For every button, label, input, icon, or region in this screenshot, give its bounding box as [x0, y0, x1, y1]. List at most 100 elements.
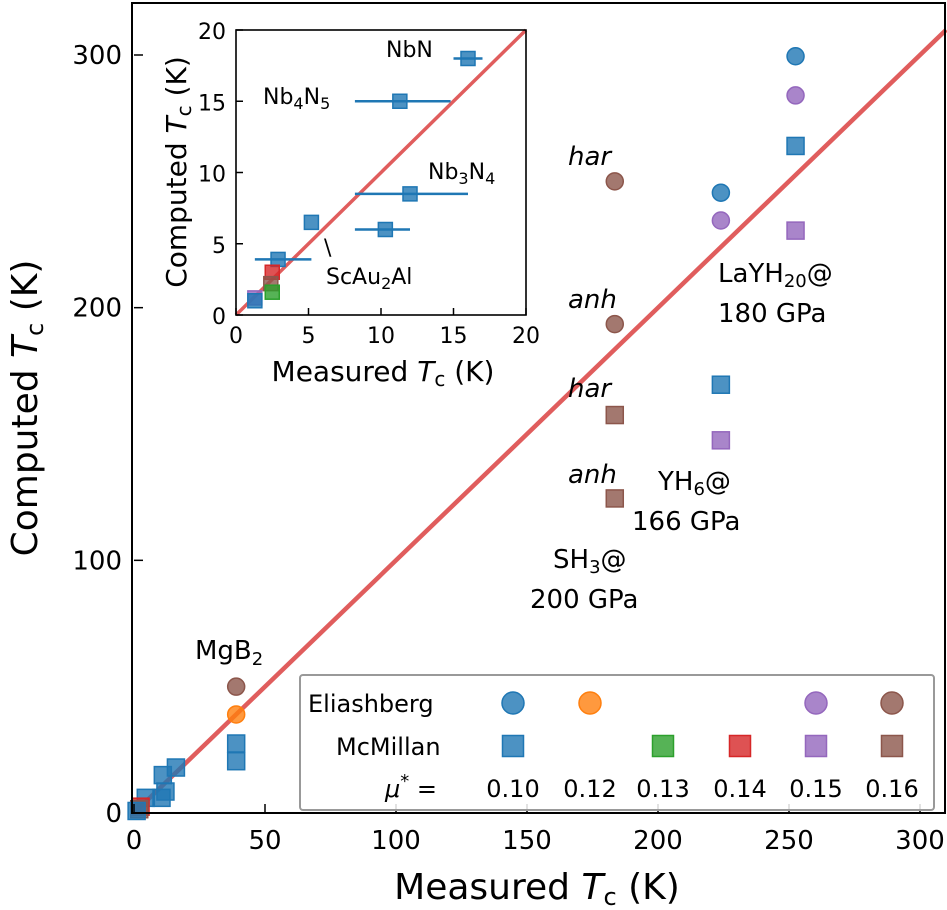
legend-mu-values: 0.10 0.12 0.13 0.14 0.15 0.16 — [486, 775, 918, 803]
annotation-har-circle: har — [568, 142, 613, 172]
main-data-point — [786, 221, 805, 240]
main-y-tick-label: 100 — [72, 546, 122, 576]
inset-annotation-scau2al-pointer: \ — [324, 236, 332, 261]
main-data-point — [152, 788, 171, 808]
inset-annotation-nb4n5: Nb4N5 — [263, 85, 330, 113]
inset-x-tick-label: 10 — [367, 324, 395, 349]
legend-mu-value: 0.15 — [789, 775, 842, 803]
inset-ticks: 0 5 10 15 20 0 5 10 15 20 — [198, 20, 540, 349]
inset-y-tick-label: 20 — [198, 20, 226, 45]
main-diagonal-line — [132, 28, 947, 815]
main-data-point — [605, 172, 625, 191]
main-data-point — [786, 86, 805, 105]
annotation-yh6: YH6@ — [657, 467, 731, 500]
main-data-point — [226, 677, 246, 696]
inset-x-tick-label: 0 — [229, 324, 243, 349]
inset-y-tick-label: 5 — [212, 234, 226, 259]
main-data-point — [605, 405, 625, 425]
main-x-tick-label: 0 — [126, 826, 143, 856]
inset-data-point — [303, 214, 320, 231]
legend-markers — [501, 691, 904, 758]
inset-y-tick-label: 10 — [198, 163, 226, 188]
legend-eliashberg-label: Eliashberg — [308, 690, 434, 718]
main-data-point — [786, 47, 805, 66]
legend-mu-value: 0.16 — [865, 775, 918, 803]
main-y-tick-label: 200 — [72, 294, 122, 324]
inset-data-point — [392, 93, 408, 109]
inset-annotation-nbn: NbN — [386, 38, 433, 63]
inset-x-tick-label: 5 — [302, 324, 316, 349]
main-data-point — [711, 375, 731, 394]
inset-y-tick-label: 0 — [212, 305, 226, 330]
legend: Eliashberg McMillan μ* = 0.10 0.12 0.13 0.1… — [299, 674, 935, 811]
main-x-tick-label: 250 — [764, 826, 814, 856]
main-x-tick-label: 100 — [371, 826, 421, 856]
inset-x-tick-label: 15 — [440, 324, 468, 349]
main-data-point — [605, 314, 625, 334]
main-data-point — [127, 801, 146, 821]
annotation-anh-circle: anh — [568, 285, 617, 315]
annotation-sh3: SH3@ — [553, 545, 627, 578]
legend-mcmillan-marker — [728, 734, 752, 758]
main-data-point — [226, 751, 246, 771]
main-x-tick-label: 200 — [633, 826, 683, 856]
annotation-layh20-pressure: 180 GPa — [718, 299, 826, 329]
legend-eliashberg-marker — [804, 691, 828, 715]
main-x-tick-label: 50 — [248, 826, 281, 856]
inset-annotation-nb3n4: Nb3N4 — [428, 160, 495, 188]
inset-y-axis-title: Computed Tc (K) — [160, 56, 196, 288]
main-data-point — [226, 705, 246, 724]
legend-mcmillan-marker — [804, 734, 828, 758]
main-data-point — [711, 183, 731, 202]
legend-eliashberg-marker — [578, 691, 602, 715]
inset-diagonal-line — [234, 28, 528, 317]
annotation-yh6-pressure: 166 GPa — [632, 507, 740, 537]
legend-eliashberg-marker — [501, 691, 525, 715]
inset-data-point — [247, 293, 263, 309]
annotation-sh3-pressure: 200 GPa — [530, 585, 638, 615]
main-y-tick-label: 0 — [105, 799, 122, 829]
legend-mu-label: μ* = — [384, 771, 437, 803]
legend-mu-value: 0.14 — [713, 775, 766, 803]
inset-data-point — [377, 221, 394, 238]
inset-data-point — [460, 50, 476, 67]
main-x-tick-label: 150 — [502, 826, 552, 856]
main-x-tick-label: 300 — [895, 826, 945, 856]
legend-mcmillan-label: McMillan — [336, 733, 441, 761]
main-x-axis-title: Measured Tc (K) — [394, 867, 680, 910]
main-y-tick-label: 300 — [72, 41, 122, 71]
main-data-point — [153, 765, 173, 785]
main-y-axis-title: Computed Tc (K) — [5, 260, 49, 557]
legend-box — [299, 674, 935, 811]
inset-data-point — [264, 284, 280, 300]
legend-mu-value: 0.13 — [636, 775, 689, 803]
legend-eliashberg-marker — [880, 691, 904, 715]
inset-x-axis-title: Measured Tc (K) — [272, 355, 495, 391]
annotation-har-square: har — [568, 374, 613, 404]
legend-mu-value: 0.10 — [486, 775, 539, 803]
inset-y-tick-label: 15 — [198, 91, 226, 116]
inset-axes: 0 5 10 15 20 0 5 10 15 20 Measured Tc (K) Compute… — [160, 20, 540, 391]
main-data-point — [786, 136, 805, 156]
inset-x-tick-label: 20 — [512, 324, 540, 349]
inset-points — [247, 50, 483, 309]
main-data-point — [226, 734, 246, 753]
legend-mcmillan-marker — [651, 734, 675, 758]
main-data-point — [711, 431, 731, 450]
annotation-layh20: LaYH20@ — [718, 259, 833, 292]
legend-mcmillan-marker — [501, 734, 525, 758]
main-data-point — [605, 489, 625, 508]
main-points — [127, 47, 805, 821]
inset-annotation-scau2al: ScAu2Al — [326, 265, 412, 293]
inset-data-point — [270, 251, 286, 268]
legend-mu-value: 0.12 — [563, 775, 616, 803]
legend-mcmillan-marker — [880, 734, 904, 758]
annotation-anh-square: anh — [568, 460, 617, 490]
main-data-point — [711, 211, 731, 230]
main-frame — [131, 2, 946, 814]
inset-data-point — [402, 186, 418, 202]
annotation-mgb2: MgB2 — [195, 636, 263, 670]
